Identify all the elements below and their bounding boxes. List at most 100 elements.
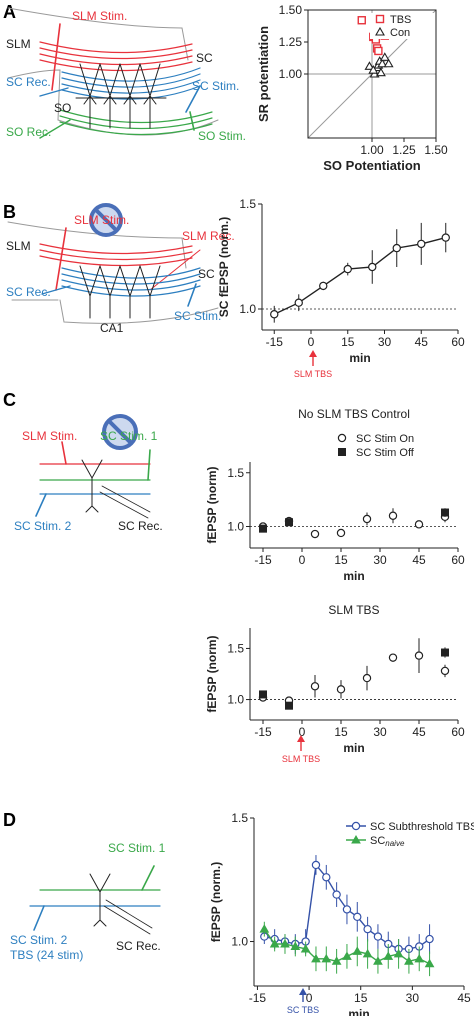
data-point xyxy=(352,946,363,955)
legend-label: SC Subthreshold TBS xyxy=(370,821,474,833)
data-point xyxy=(290,941,301,950)
chart-c1-control: -15 0 15 30 45 60 1.0 1.5 min fEPSP (norm) No SLM … xyxy=(205,407,465,583)
diagram-c xyxy=(35,414,151,519)
d-sc-stim2-label: SC Stim. 2 xyxy=(10,933,68,947)
data-point xyxy=(336,685,346,694)
b-slm-stim-label: SLM Stim. xyxy=(74,213,129,227)
data-point xyxy=(392,243,401,253)
data-point xyxy=(440,666,450,676)
c-sc-stim1-label: SC Stim. 1 xyxy=(100,429,158,443)
x-axis-label: min xyxy=(343,741,364,755)
chart-title: No SLM TBS Control xyxy=(298,407,410,421)
d-tbs-label: SC TBS xyxy=(287,1005,319,1015)
data-point xyxy=(319,281,328,291)
data-point-con xyxy=(364,61,375,70)
b-tbs-arrow xyxy=(309,350,317,366)
data-point xyxy=(362,948,373,958)
y-tick-label: 1.5 xyxy=(227,466,244,480)
data-point-con xyxy=(376,67,386,77)
x-tick-label: 0 xyxy=(306,991,313,1005)
data-point xyxy=(270,310,279,319)
data-point xyxy=(362,673,372,683)
d-sc-rec-label: SC Rec. xyxy=(116,939,161,953)
panel-letter-c: C xyxy=(3,390,16,410)
data-point xyxy=(285,701,293,710)
legend-bg xyxy=(370,13,434,26)
panel-letter-d: D xyxy=(3,810,16,830)
c-slm-stim-label: SLM Stim. xyxy=(22,429,77,443)
legend-label: SC Stim On xyxy=(356,433,414,445)
a-so-stim-label: SO Stim. xyxy=(198,129,246,143)
sc-fibers xyxy=(39,67,201,113)
data-point-con xyxy=(383,58,394,68)
x-tick-label: 45 xyxy=(412,725,426,739)
diagram-a xyxy=(7,7,219,139)
panel-letter-a: A xyxy=(3,2,16,22)
y-tick-label: 1.0 xyxy=(231,935,248,949)
no-sign-icon xyxy=(89,203,123,237)
y-tick-label: 1.00 xyxy=(279,67,303,81)
legend-label: SCnaive xyxy=(370,835,405,848)
a-slm-stim-label: SLM Stim. xyxy=(72,9,127,23)
x-tick-label: 15 xyxy=(334,553,348,567)
x-tick-label: -15 xyxy=(254,553,272,567)
x-tick-label: 45 xyxy=(412,553,426,567)
b-slm-label: SLM xyxy=(6,239,31,253)
pyramidal-cells xyxy=(75,63,167,129)
x-tick-label: 30 xyxy=(378,335,392,349)
legend-marker xyxy=(338,448,346,456)
y-axis-label: fEPSP (norm) xyxy=(205,466,219,543)
data-point xyxy=(388,653,398,662)
a-sc-stim-label: SC Stim. xyxy=(192,79,239,93)
x-tick-label: 45 xyxy=(457,991,471,1005)
x-tick-label: -15 xyxy=(249,991,267,1005)
y-tick-label: 1.0 xyxy=(227,520,244,534)
data-point xyxy=(311,953,321,963)
data-point xyxy=(417,239,426,249)
data-point xyxy=(321,953,332,963)
x-tick-label: 30 xyxy=(373,725,387,739)
x-tick-label: 60 xyxy=(451,335,465,349)
data-point xyxy=(441,648,449,657)
x-tick-label: -15 xyxy=(254,725,272,739)
y-tick-label: 1.0 xyxy=(227,693,244,707)
y-axis-label: SC fEPSP (norm.) xyxy=(217,217,231,317)
data-point xyxy=(269,938,280,948)
data-point xyxy=(425,934,434,944)
legend-label: Con xyxy=(390,27,410,39)
chart-d-subthreshold: -15 0 15 30 45 1.0 1.5 min fEPSP (norm.) SC Subth… xyxy=(209,811,474,1016)
b-slm-rec-label: SLM Rec. xyxy=(182,229,235,243)
data-point xyxy=(383,951,394,960)
legend-marker xyxy=(351,821,361,831)
d-tbs-note-label: TBS (24 stim) xyxy=(10,948,83,962)
b-sc-rec-label: SC Rec. xyxy=(6,285,51,299)
x-tick-label: 60 xyxy=(451,553,465,567)
x-axis-label: min xyxy=(349,351,370,365)
data-point-tbs xyxy=(357,16,366,25)
c2-tbs-arrow xyxy=(297,735,305,751)
x-tick-label: 0 xyxy=(299,725,306,739)
data-point xyxy=(441,508,449,517)
data-point xyxy=(336,528,346,538)
diagram-b xyxy=(7,203,219,324)
so-fibers xyxy=(39,109,213,139)
c2-tbs-label: SLM TBS xyxy=(282,754,320,764)
legend-marker xyxy=(351,834,361,844)
x-tick-label: 45 xyxy=(415,335,429,349)
data-point xyxy=(414,651,424,660)
a-sc-label: SC xyxy=(196,51,213,65)
pyramidal-cells-b xyxy=(79,265,161,319)
data-point xyxy=(388,511,398,520)
panel-letter-b: B xyxy=(3,202,16,222)
d-sc-stim1-label: SC Stim. 1 xyxy=(108,841,166,855)
x-tick-label: 15 xyxy=(354,991,368,1005)
data-point-con xyxy=(379,52,390,61)
data-point-tbs xyxy=(374,46,383,56)
data-point xyxy=(342,951,352,960)
x-tick-label: 1.50 xyxy=(424,143,448,157)
data-point-con xyxy=(368,65,379,74)
chart-c2-slm-tbs: -15 0 15 30 45 60 1.0 1.5 min fEPSP (norm) SLM TBS xyxy=(205,603,465,755)
d-tbs-arrow xyxy=(299,988,307,1002)
slm-fibers xyxy=(39,23,193,91)
